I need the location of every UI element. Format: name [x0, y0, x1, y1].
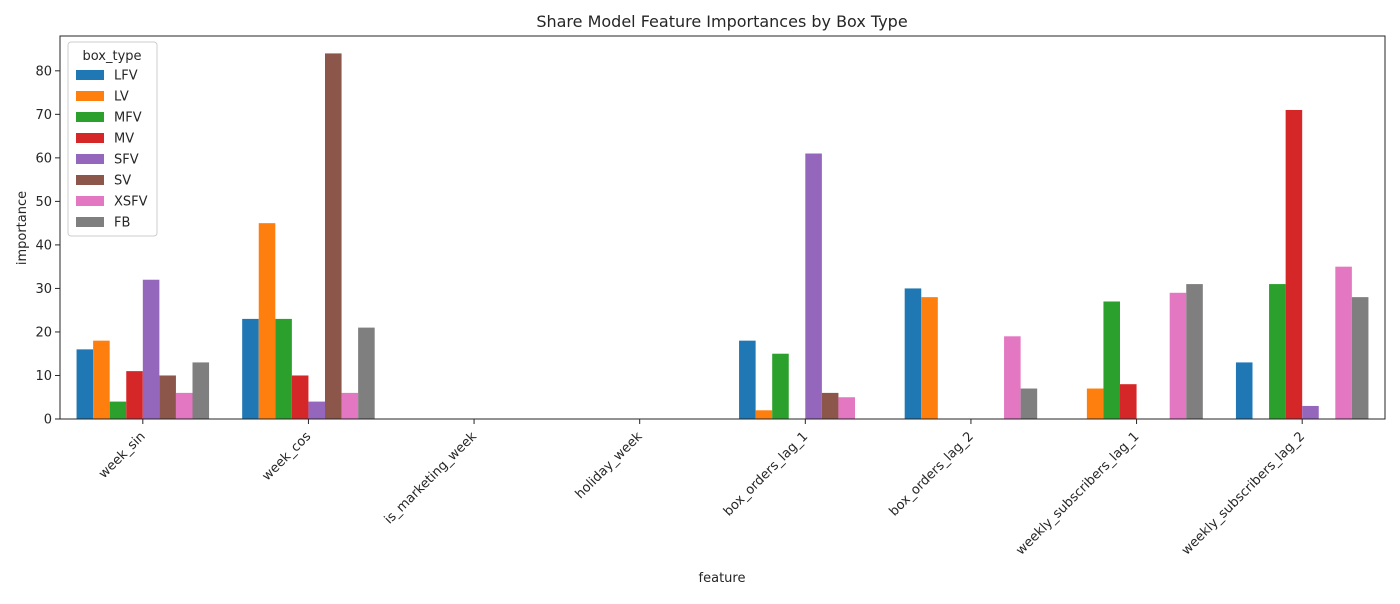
- x-tick-label: weekly_subscribers_lag_2: [1179, 429, 1308, 558]
- bar: [1004, 336, 1021, 419]
- bar: [275, 318, 292, 419]
- bar: [258, 223, 276, 419]
- bar: [838, 397, 855, 419]
- bar: [1351, 297, 1369, 419]
- y-tick-label: 70: [35, 108, 52, 123]
- legend-label: LV: [114, 90, 129, 105]
- bar: [821, 392, 839, 419]
- bar: [291, 375, 309, 419]
- bar: [358, 327, 375, 419]
- x-tick-label: is_marketing_week: [382, 429, 480, 527]
- bar: [1120, 384, 1137, 419]
- bar: [921, 297, 938, 419]
- y-tick-label: 50: [35, 195, 52, 210]
- bar: [904, 288, 922, 419]
- legend-swatch: [76, 217, 104, 227]
- legend-swatch: [76, 196, 104, 206]
- bar: [739, 340, 756, 419]
- bar: [1235, 362, 1253, 419]
- bar: [308, 401, 325, 419]
- x-tick-label: box_orders_lag_1: [721, 429, 811, 519]
- bar: [242, 318, 259, 419]
- bar: [772, 353, 789, 419]
- legend-label: MV: [114, 132, 134, 147]
- legend-swatch: [76, 91, 104, 101]
- bar: [159, 375, 176, 419]
- x-tick-label: weekly_subscribers_lag_1: [1013, 429, 1142, 558]
- legend-label: SV: [114, 174, 131, 189]
- x-tick-label: week_sin: [96, 429, 149, 482]
- bar: [341, 392, 359, 419]
- y-tick-label: 30: [35, 282, 52, 297]
- legend-box: [67, 41, 158, 237]
- bar: [1302, 405, 1319, 419]
- bar: [1285, 109, 1303, 419]
- bar: [126, 371, 143, 419]
- legend-label: SFV: [114, 153, 139, 168]
- bars: [76, 53, 1369, 420]
- legend-title: box_type: [82, 49, 141, 64]
- x-axis-title: feature: [699, 571, 746, 586]
- bar: [192, 362, 210, 419]
- y-tick-label: 10: [35, 369, 52, 384]
- bar: [76, 349, 94, 419]
- bar: [1086, 388, 1104, 419]
- bar: [93, 340, 110, 419]
- y-tick-label: 20: [35, 325, 52, 340]
- legend-swatch: [76, 154, 104, 164]
- bar: [1186, 284, 1203, 419]
- bar: [1103, 301, 1120, 419]
- bar: [175, 392, 193, 419]
- y-axis: 0 10 20 30 40 50 60 70 80: [35, 64, 60, 428]
- legend-items: LFV LV MFV MV SFV SV XSFV FB: [76, 69, 148, 231]
- legend-label: FB: [114, 216, 130, 231]
- y-tick-label: 80: [35, 64, 52, 79]
- legend-swatch: [76, 112, 104, 122]
- legend-swatch: [76, 133, 104, 143]
- bar: [142, 279, 160, 419]
- bar: [1169, 292, 1187, 419]
- bar: [1335, 266, 1352, 419]
- legend-label: XSFV: [114, 195, 148, 210]
- plot-frame: [59, 35, 1386, 420]
- legend-swatch: [76, 175, 104, 185]
- x-tick-label: week_cos: [259, 429, 314, 484]
- y-tick-label: 60: [35, 151, 52, 166]
- x-tick-label: box_orders_lag_2: [887, 429, 977, 519]
- bar: [1269, 284, 1286, 419]
- bar: [805, 153, 822, 420]
- legend-label: MFV: [114, 111, 142, 126]
- y-axis-title: importance: [15, 191, 30, 265]
- bar: [755, 410, 773, 419]
- x-axis: week_sin week_cos is_marketing_week holiday…: [96, 419, 1308, 558]
- bar: [1020, 388, 1038, 419]
- bar: [325, 53, 342, 420]
- y-tick-label: 40: [35, 238, 52, 253]
- y-tick-label: 0: [44, 413, 52, 428]
- legend-swatch: [76, 70, 104, 80]
- chart-title: Share Model Feature Importances by Box T…: [536, 12, 907, 31]
- bar: [109, 401, 127, 419]
- legend: box_type LFV LV MFV MV SFV SV XSFV FB: [67, 41, 158, 237]
- legend-label: LFV: [114, 69, 138, 84]
- x-tick-label: holiday_week: [573, 429, 646, 502]
